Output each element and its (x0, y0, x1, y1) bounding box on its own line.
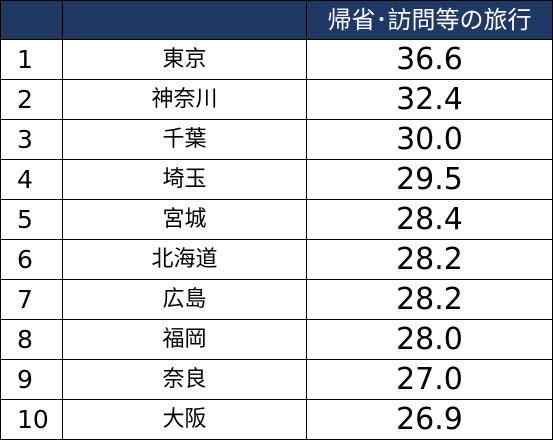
rank-cell: 1 (0, 39, 63, 80)
value-cell: 26.9 (306, 399, 553, 440)
rank-cell: 5 (0, 199, 63, 240)
table-row: 10 大阪 26.9 (0, 399, 553, 440)
table-row: 1 東京 36.6 (0, 39, 553, 80)
table-row: 8 福岡 28.0 (0, 319, 553, 360)
table-row: 6 北海道 28.2 (0, 239, 553, 280)
table-row: 9 奈良 27.0 (0, 359, 553, 400)
value-cell: 36.6 (306, 39, 553, 80)
rank-cell: 3 (0, 119, 63, 160)
prefecture-cell: 宮城 (62, 199, 307, 240)
table-row: 4 埼玉 29.5 (0, 159, 553, 200)
prefecture-cell: 奈良 (62, 359, 307, 400)
prefecture-cell: 大阪 (62, 399, 307, 440)
prefecture-cell: 福岡 (62, 319, 307, 360)
rank-cell: 6 (0, 239, 63, 280)
prefecture-cell: 神奈川 (62, 79, 307, 120)
rank-cell: 8 (0, 319, 63, 360)
prefecture-cell: 千葉 (62, 119, 307, 160)
value-cell: 28.4 (306, 199, 553, 240)
prefecture-cell: 東京 (62, 39, 307, 80)
value-cell: 28.2 (306, 239, 553, 280)
value-cell: 32.4 (306, 79, 553, 120)
prefecture-cell: 広島 (62, 279, 307, 320)
value-cell: 29.5 (306, 159, 553, 200)
value-cell: 28.2 (306, 279, 553, 320)
header-prefecture (62, 0, 307, 40)
header-value: 帰省･訪問等の旅行 (306, 0, 553, 40)
prefecture-cell: 北海道 (62, 239, 307, 280)
table-row: 2 神奈川 32.4 (0, 79, 553, 120)
table-row: 5 宮城 28.4 (0, 199, 553, 240)
table-row: 7 広島 28.2 (0, 279, 553, 320)
rank-cell: 2 (0, 79, 63, 120)
rank-cell: 10 (0, 399, 63, 440)
prefecture-cell: 埼玉 (62, 159, 307, 200)
rank-cell: 7 (0, 279, 63, 320)
value-cell: 30.0 (306, 119, 553, 160)
rank-cell: 4 (0, 159, 63, 200)
table-row: 3 千葉 30.0 (0, 119, 553, 160)
header-rank (0, 0, 63, 40)
value-cell: 27.0 (306, 359, 553, 400)
value-cell: 28.0 (306, 319, 553, 360)
rank-cell: 9 (0, 359, 63, 400)
header-row: 帰省･訪問等の旅行 (0, 0, 553, 40)
